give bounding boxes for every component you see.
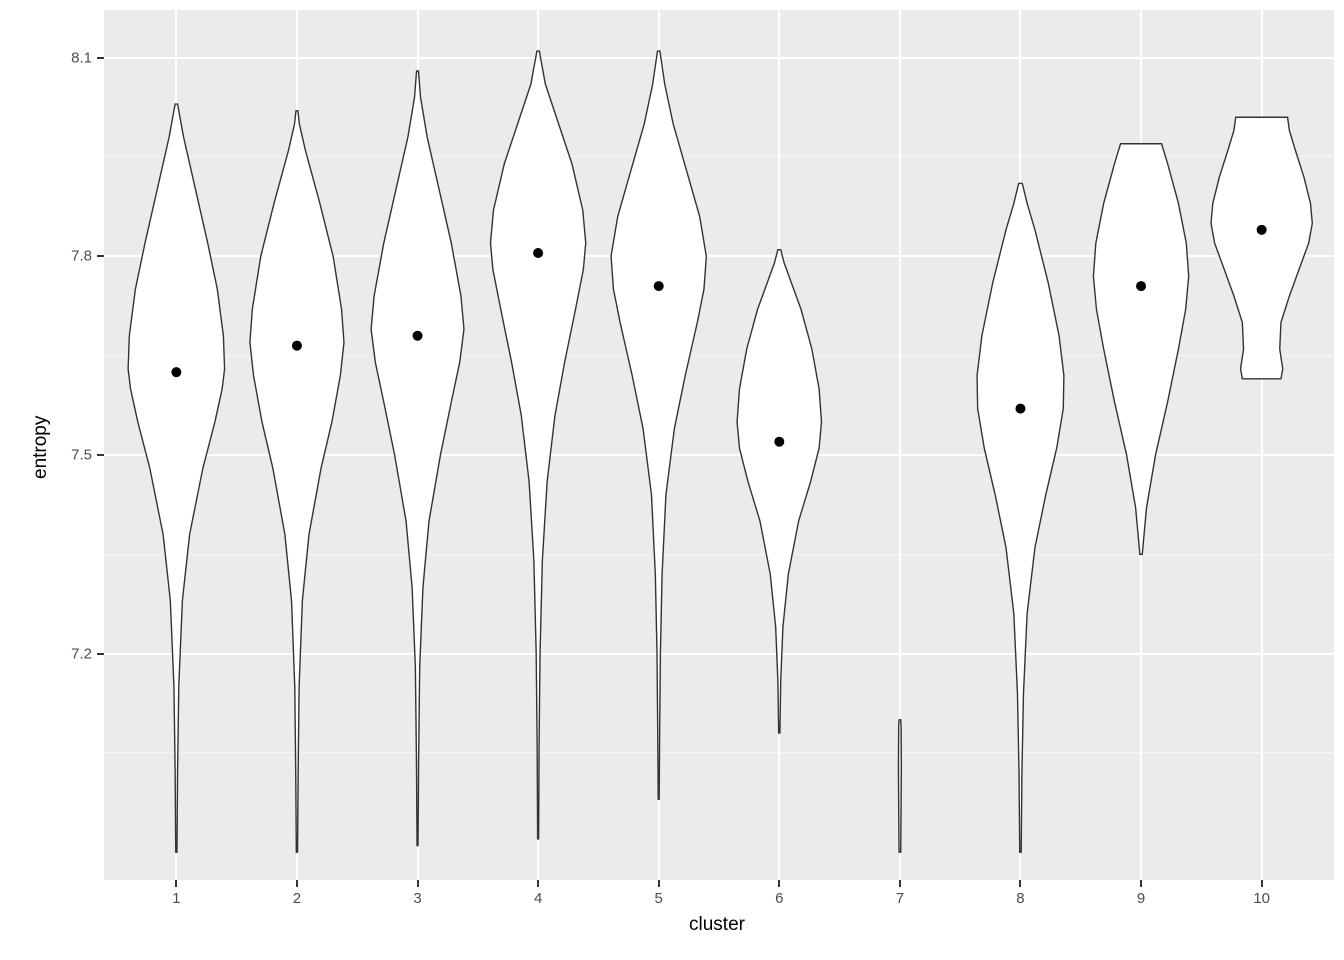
violin [490,51,585,839]
violin [898,720,901,852]
x-tick-label: 5 [655,890,663,907]
y-tick-mark [97,255,104,257]
x-tick-label: 1 [172,890,180,907]
x-tick-mark [778,880,780,887]
violin [371,71,464,846]
x-tick-mark [1019,880,1021,887]
y-axis-title: entropy [30,416,52,479]
violin [611,51,706,799]
violin [737,250,821,733]
x-tick-label: 4 [534,890,542,907]
y-tick-label: 8.1 [0,49,92,66]
y-tick-mark [97,454,104,456]
mean-point [171,367,181,377]
x-tick-label: 7 [896,890,904,907]
mean-point [1136,281,1146,291]
x-tick-mark [175,880,177,887]
x-tick-label: 2 [293,890,301,907]
violin [977,183,1064,852]
y-tick-mark [97,57,104,59]
figure: 7.27.57.88.1 12345678910 entropy cluster [0,0,1344,960]
violin [1211,117,1312,379]
y-tick-mark [97,653,104,655]
violin [128,104,224,852]
plot-layer [0,0,1344,960]
x-tick-label: 9 [1137,890,1145,907]
x-tick-mark [658,880,660,887]
violin [1093,144,1188,555]
x-tick-mark [1140,880,1142,887]
mean-point [292,341,302,351]
x-tick-mark [537,880,539,887]
mean-point [1257,225,1267,235]
x-axis-title: cluster [689,914,745,936]
x-tick-label: 8 [1016,890,1024,907]
x-tick-label: 3 [413,890,421,907]
x-tick-mark [417,880,419,887]
mean-point [533,248,543,258]
violin [250,111,344,853]
y-tick-label: 7.2 [0,645,92,662]
x-tick-label: 6 [775,890,783,907]
mean-point [1015,404,1025,414]
y-tick-label: 7.8 [0,248,92,265]
mean-point [774,437,784,447]
mean-point [654,281,664,291]
x-tick-mark [296,880,298,887]
x-tick-label: 10 [1253,890,1270,907]
x-tick-mark [1261,880,1263,887]
x-tick-mark [899,880,901,887]
mean-point [413,331,423,341]
